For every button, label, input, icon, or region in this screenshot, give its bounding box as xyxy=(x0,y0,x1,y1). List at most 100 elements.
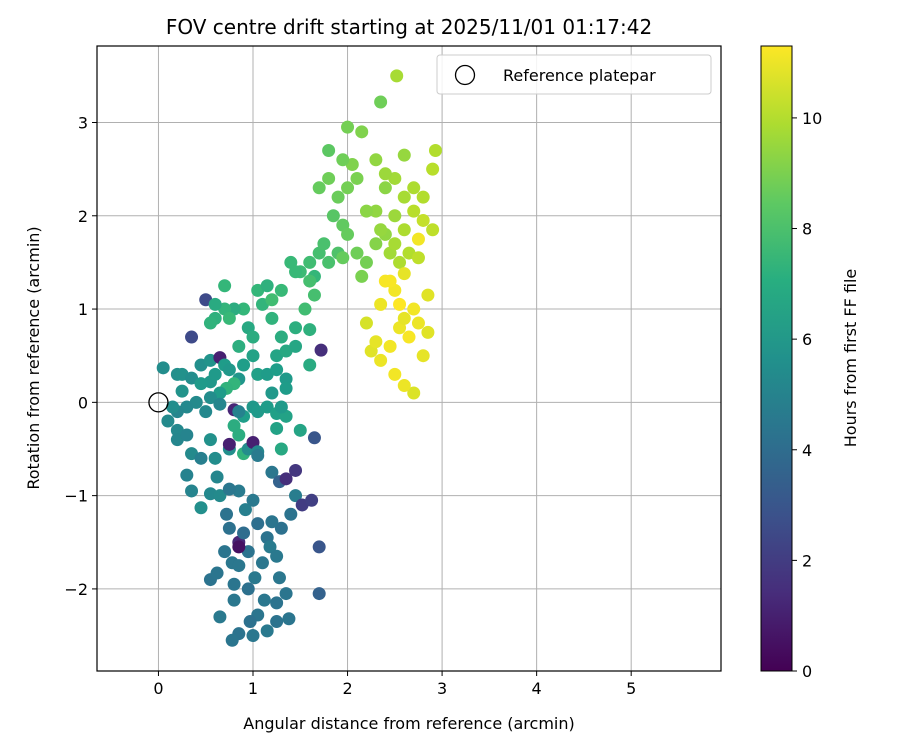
data-point xyxy=(272,571,286,585)
data-point xyxy=(289,321,303,335)
axes-frame xyxy=(96,45,722,672)
data-point xyxy=(161,414,175,428)
data-point xyxy=(251,367,265,381)
data-point xyxy=(260,624,274,638)
data-point xyxy=(374,95,388,109)
data-point xyxy=(383,274,397,288)
data-point xyxy=(274,442,288,456)
data-point xyxy=(213,489,227,503)
data-point xyxy=(232,339,246,353)
data-point xyxy=(203,391,217,405)
y-axis-label: Rotation from reference (arcmin) xyxy=(24,226,43,489)
data-point xyxy=(220,507,234,521)
data-point xyxy=(374,353,388,367)
data-point xyxy=(274,400,288,414)
data-point xyxy=(314,343,328,357)
data-point xyxy=(237,302,251,316)
data-point xyxy=(282,612,296,626)
data-point xyxy=(390,69,404,83)
data-point xyxy=(355,125,369,139)
x-axis-label: Angular distance from reference (arcmin) xyxy=(243,714,574,733)
data-point xyxy=(350,171,364,185)
data-point xyxy=(222,521,236,535)
x-tick-label: 3 xyxy=(437,679,447,698)
data-point xyxy=(289,339,303,353)
y-tick-label: 0 xyxy=(78,393,88,412)
data-point xyxy=(255,556,269,570)
data-point xyxy=(246,349,260,363)
data-point xyxy=(194,377,208,391)
data-point xyxy=(156,361,170,375)
data-point xyxy=(208,297,222,311)
data-point xyxy=(374,297,388,311)
data-point xyxy=(407,204,421,218)
data-point xyxy=(232,559,246,573)
y-tick-label: 3 xyxy=(78,113,88,132)
data-point xyxy=(341,181,355,195)
data-point xyxy=(213,610,227,624)
data-point xyxy=(312,181,326,195)
data-point xyxy=(274,521,288,535)
data-point xyxy=(248,571,262,585)
data-point xyxy=(350,246,364,260)
x-tick-label: 5 xyxy=(626,679,636,698)
data-point xyxy=(369,237,383,251)
data-point xyxy=(238,503,252,517)
data-point xyxy=(251,449,265,463)
data-point xyxy=(199,405,213,419)
data-point xyxy=(274,330,288,344)
data-point xyxy=(359,204,373,218)
data-point xyxy=(341,227,355,241)
data-point xyxy=(166,400,180,414)
y-tick-label: −2 xyxy=(64,580,88,599)
data-point xyxy=(378,167,392,181)
data-point xyxy=(369,204,383,218)
data-point xyxy=(326,209,340,223)
data-point xyxy=(175,384,189,398)
data-point xyxy=(279,472,293,486)
data-point xyxy=(270,615,284,629)
data-point xyxy=(298,302,312,316)
data-point xyxy=(270,549,284,563)
data-point xyxy=(307,431,321,445)
data-point xyxy=(305,493,319,507)
data-point xyxy=(210,470,224,484)
data-point xyxy=(397,267,411,281)
data-point xyxy=(210,566,224,580)
data-point xyxy=(270,363,284,377)
data-point xyxy=(393,255,407,269)
data-point xyxy=(251,517,265,531)
y-tick-label: 1 xyxy=(78,300,88,319)
legend-box xyxy=(436,54,712,95)
y-tick-label: −1 xyxy=(64,487,88,506)
data-point xyxy=(265,515,279,529)
data-point xyxy=(185,371,199,385)
data-point xyxy=(241,582,255,596)
data-point xyxy=(397,311,411,325)
data-point xyxy=(416,349,430,363)
data-point xyxy=(303,274,317,288)
colorbar-ticks: 0 2 4 6 8 10 xyxy=(792,109,822,681)
data-point xyxy=(388,237,402,251)
data-point xyxy=(421,325,435,339)
colorbar-label: Hours from first FF file xyxy=(841,269,860,448)
data-point xyxy=(185,484,199,498)
data-point xyxy=(232,405,246,419)
data-point xyxy=(303,323,317,337)
data-point xyxy=(289,265,303,279)
data-point xyxy=(265,465,279,479)
legend-marker-reference xyxy=(454,64,476,86)
data-point xyxy=(359,316,373,330)
colorbar: 0 2 4 6 8 10 Hours from first FF file xyxy=(760,45,860,681)
data-point xyxy=(428,143,442,157)
data-point xyxy=(393,297,407,311)
data-point xyxy=(227,593,241,607)
data-point xyxy=(341,120,355,134)
data-point xyxy=(426,223,440,237)
data-point xyxy=(246,330,260,344)
data-point xyxy=(263,540,277,554)
data-point xyxy=(416,190,430,204)
data-point xyxy=(274,283,288,297)
data-point xyxy=(289,489,303,503)
